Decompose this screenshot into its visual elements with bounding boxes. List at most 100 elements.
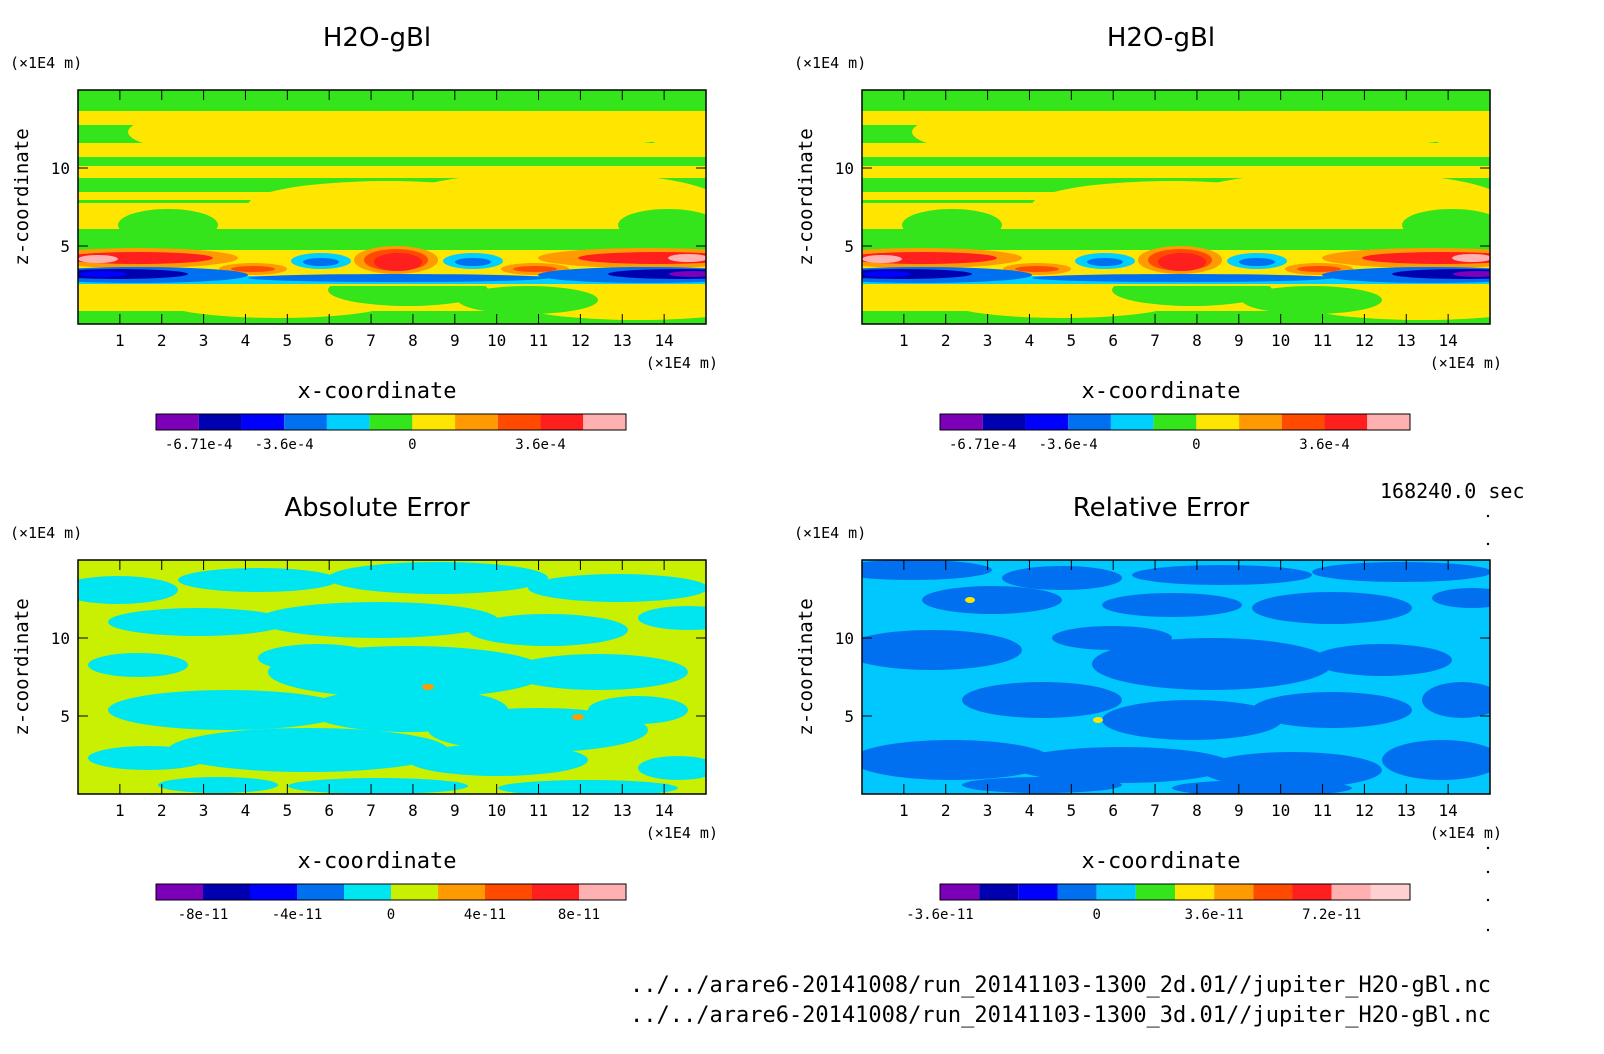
margin-dot	[1486, 898, 1490, 902]
x-tick-label: 12	[1355, 801, 1374, 820]
x-tick-label: 1	[115, 331, 125, 350]
x-tick-label: 11	[1313, 801, 1332, 820]
x-tick-label: 11	[1313, 331, 1332, 350]
colorbar-frame	[939, 883, 1411, 901]
x-tick-label: 2	[157, 801, 167, 820]
y-unit-label: (×1E4 m)	[794, 54, 866, 72]
x-tick-label: 10	[1271, 801, 1290, 820]
colorbar-swatch	[1096, 884, 1136, 900]
colorbar-swatch	[1153, 414, 1197, 430]
colorbar-swatch	[1324, 414, 1368, 430]
x-tick-label: 7	[366, 331, 376, 350]
heatmap-field	[78, 560, 706, 794]
x-tick-label: 6	[324, 331, 334, 350]
x-tick-label: 6	[324, 801, 334, 820]
colorbar-label: 3.6e-4	[1299, 437, 1350, 453]
chart-title: H2O-gBl	[323, 23, 431, 53]
x-tick-label: 2	[941, 801, 951, 820]
colorbar-swatch	[583, 414, 626, 430]
colorbar-swatch	[1057, 884, 1097, 900]
colorbar-label: -6.71e-4	[165, 437, 232, 453]
y-axis-label: z-coordinate	[11, 128, 33, 265]
x-tick-label: 13	[613, 801, 632, 820]
x-tick-label: 4	[241, 801, 251, 820]
x-tick-label: 5	[1067, 331, 1077, 350]
x-tick-label: 5	[283, 331, 293, 350]
x-axis-label: x-coordinate	[1082, 379, 1241, 404]
chart-title: Relative Error	[1073, 493, 1250, 523]
file-path-2: ../../arare6-20141008/run_20141103-1300_…	[630, 1003, 1491, 1028]
colorbar-swatch	[579, 884, 626, 900]
colorbar-swatch	[1239, 414, 1282, 430]
x-axis-label: x-coordinate	[298, 379, 457, 404]
colorbar-swatch	[438, 884, 485, 900]
colorbar-swatch	[198, 414, 242, 430]
x-tick-label: 12	[571, 331, 590, 350]
colorbar-swatch	[156, 884, 203, 900]
colorbar-label: 0	[1092, 907, 1100, 923]
y-tick-label: 10	[51, 159, 70, 178]
colorbar-label: 7.2e-11	[1302, 907, 1361, 923]
x-tick-label: 2	[157, 331, 167, 350]
x-axis-label: x-coordinate	[1082, 849, 1241, 874]
colorbar-swatch	[540, 414, 584, 430]
plot-frame	[861, 89, 1491, 325]
colorbar-frame	[939, 413, 1411, 431]
x-tick-label: 3	[199, 801, 209, 820]
colorbar-swatch	[241, 414, 285, 430]
margin-dot	[1486, 928, 1490, 932]
x-tick-label: 14	[1439, 331, 1458, 350]
plot-frame	[77, 89, 707, 325]
colorbar-swatch	[1370, 884, 1410, 900]
x-tick-label: 9	[1234, 801, 1244, 820]
colorbar-label: 0	[1192, 437, 1200, 453]
colorbar-swatch	[1367, 414, 1410, 430]
y-unit-label: (×1E4 m)	[794, 524, 866, 542]
y-axis-label: z-coordinate	[795, 598, 817, 735]
colorbar-swatch	[156, 414, 199, 430]
x-tick-label: 10	[487, 331, 506, 350]
colorbar-label: -3.6e-4	[1039, 437, 1098, 453]
colorbar-frame	[155, 413, 627, 431]
x-tick-label: 4	[241, 331, 251, 350]
colorbar-swatch	[1214, 884, 1254, 900]
y-tick-label: 5	[844, 707, 854, 726]
colorbar-label: -8e-11	[178, 907, 229, 923]
x-tick-label: 11	[529, 331, 548, 350]
colorbar-frame	[155, 883, 627, 901]
colorbar-label: 4e-11	[464, 907, 506, 923]
colorbar-swatch	[1253, 884, 1293, 900]
colorbar-swatch	[1292, 884, 1332, 900]
x-unit-label: (×1E4 m)	[646, 354, 718, 372]
colorbar-swatch	[1135, 884, 1175, 900]
x-tick-label: 13	[613, 331, 632, 350]
colorbar-swatch	[979, 884, 1019, 900]
x-tick-label: 8	[1192, 801, 1202, 820]
x-tick-label: 8	[408, 801, 418, 820]
plot-frame	[861, 559, 1491, 795]
colorbar-swatch	[940, 884, 980, 900]
colorbar-swatch	[1110, 414, 1154, 430]
x-tick-label: 13	[1397, 331, 1416, 350]
colorbar-swatch	[1331, 884, 1371, 900]
x-tick-label: 3	[199, 331, 209, 350]
margin-dot	[1486, 846, 1490, 850]
y-tick-label: 5	[844, 237, 854, 256]
colorbar-label: 3.6e-4	[515, 437, 566, 453]
x-tick-label: 13	[1397, 801, 1416, 820]
chart-title: H2O-gBl	[1107, 23, 1215, 53]
x-tick-label: 14	[1439, 801, 1458, 820]
x-unit-label: (×1E4 m)	[1430, 354, 1502, 372]
x-tick-label: 5	[283, 801, 293, 820]
x-tick-label: 4	[1025, 331, 1035, 350]
x-tick-label: 7	[1150, 801, 1160, 820]
x-tick-label: 3	[983, 331, 993, 350]
heatmap-field	[78, 90, 706, 324]
colorbar-swatch	[369, 414, 413, 430]
colorbar-label: 0	[387, 907, 395, 923]
colorbar-swatch	[203, 884, 250, 900]
y-axis-label: z-coordinate	[795, 128, 817, 265]
x-tick-label: 14	[655, 801, 674, 820]
